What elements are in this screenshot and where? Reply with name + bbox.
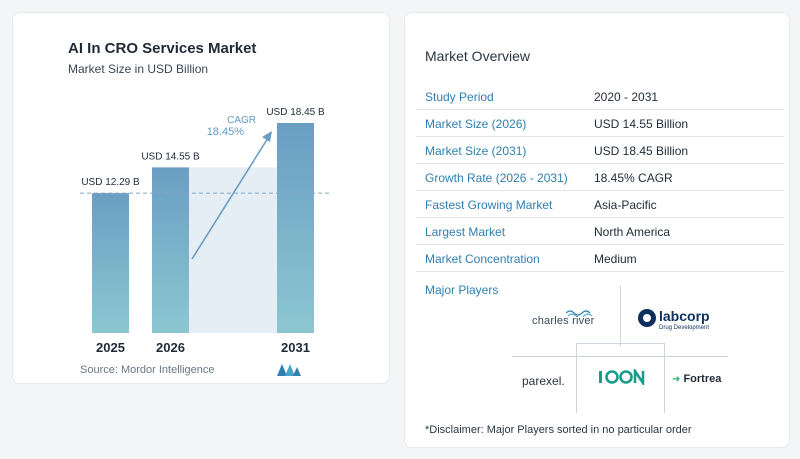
- fortrea-name: Fortrea: [683, 373, 722, 385]
- overview-title: Market Overview: [425, 48, 531, 64]
- overview-row-label: Market Concentration: [425, 252, 540, 266]
- overview-card: [404, 12, 790, 448]
- data-label-2026: USD 14.55 B: [141, 151, 200, 162]
- overview-row-value: North America: [594, 225, 671, 239]
- data-label-2031: USD 18.45 B: [266, 107, 325, 118]
- category-label-2026: 2026: [156, 340, 185, 355]
- cagr-arrow-line: [191, 137, 269, 260]
- mordor-logo-icon: [277, 364, 301, 376]
- overview-row-label: Growth Rate (2026 - 2031): [425, 171, 568, 185]
- overview-row-label: Study Period: [425, 90, 494, 104]
- players-divider: [576, 343, 577, 413]
- players-divider: [576, 343, 664, 344]
- overview-row-label: Market Size (2031): [425, 144, 527, 158]
- overview-row-label: Fastest Growing Market: [425, 198, 553, 212]
- overview-row: Fastest Growing Market Asia-Pacific: [416, 191, 784, 218]
- overview-row-value: Asia-Pacific: [594, 198, 657, 212]
- category-label-2031: 2031: [281, 340, 310, 355]
- overview-row-value: USD 14.55 Billion: [594, 117, 689, 131]
- fortrea-arrow-icon: ➜: [672, 374, 681, 385]
- bar-chart: USD 12.29 B USD 14.55 B USD 18.45 B 2025 202…: [80, 107, 330, 355]
- cagr-arrowhead: [262, 131, 272, 142]
- icon-logo: [597, 366, 647, 388]
- disclaimer-text: *Disclaimer: Major Players sorted in no …: [425, 424, 692, 436]
- overview-row-value: 2020 - 2031: [594, 90, 659, 104]
- fortrea-logo: ➜ Fortrea: [672, 373, 721, 385]
- cagr-label: CAGR: [227, 115, 256, 126]
- category-label-2025: 2025: [96, 340, 125, 355]
- chart-subtitle: Market Size in USD Billion: [68, 62, 209, 76]
- cagr-value: 18.45%: [207, 126, 245, 138]
- players-divider: [664, 343, 665, 413]
- bar-2025: [92, 193, 129, 333]
- overview-row-value: USD 18.45 Billion: [594, 144, 689, 158]
- data-label-2025: USD 12.29 B: [81, 177, 140, 188]
- bar-2031: [277, 123, 314, 333]
- overview-row-label: Largest Market: [425, 225, 506, 239]
- players-divider: [512, 356, 728, 357]
- bar-2026: [152, 167, 189, 333]
- labcorp-emblem-icon: [638, 309, 656, 327]
- overview-row: Market Size (2031) USD 18.45 Billion: [416, 137, 784, 164]
- overview-row: Market Concentration Medium: [416, 245, 784, 272]
- labcorp-subtitle: Drug Development: [659, 325, 710, 331]
- overview-row: Largest Market North America: [416, 218, 784, 245]
- overview-table: Study Period 2020 - 2031 Market Size (2026…: [416, 83, 784, 272]
- chart-title: AI In CRO Services Market: [68, 40, 257, 57]
- overview-row: Growth Rate (2026 - 2031) 18.45% CAGR: [416, 164, 784, 191]
- overview-row-value: 18.45% CAGR: [594, 171, 673, 185]
- overview-row-label: Market Size (2026): [425, 117, 527, 131]
- icon-wordmark-icon: [599, 366, 645, 388]
- overview-row-value: Medium: [594, 252, 637, 266]
- overview-row: Study Period 2020 - 2031: [416, 83, 784, 110]
- overview-row: Market Size (2026) USD 14.55 Billion: [416, 110, 784, 137]
- parexel-logo: parexel.: [522, 374, 565, 388]
- charles-river-wave-icon: [566, 310, 593, 317]
- major-players-title: Major Players: [425, 283, 499, 297]
- source-text: Source: Mordor Intelligence: [80, 364, 215, 376]
- charles-river-logo: charles river: [532, 315, 595, 327]
- players-divider: [620, 286, 621, 346]
- labcorp-name: labcorp: [659, 308, 710, 324]
